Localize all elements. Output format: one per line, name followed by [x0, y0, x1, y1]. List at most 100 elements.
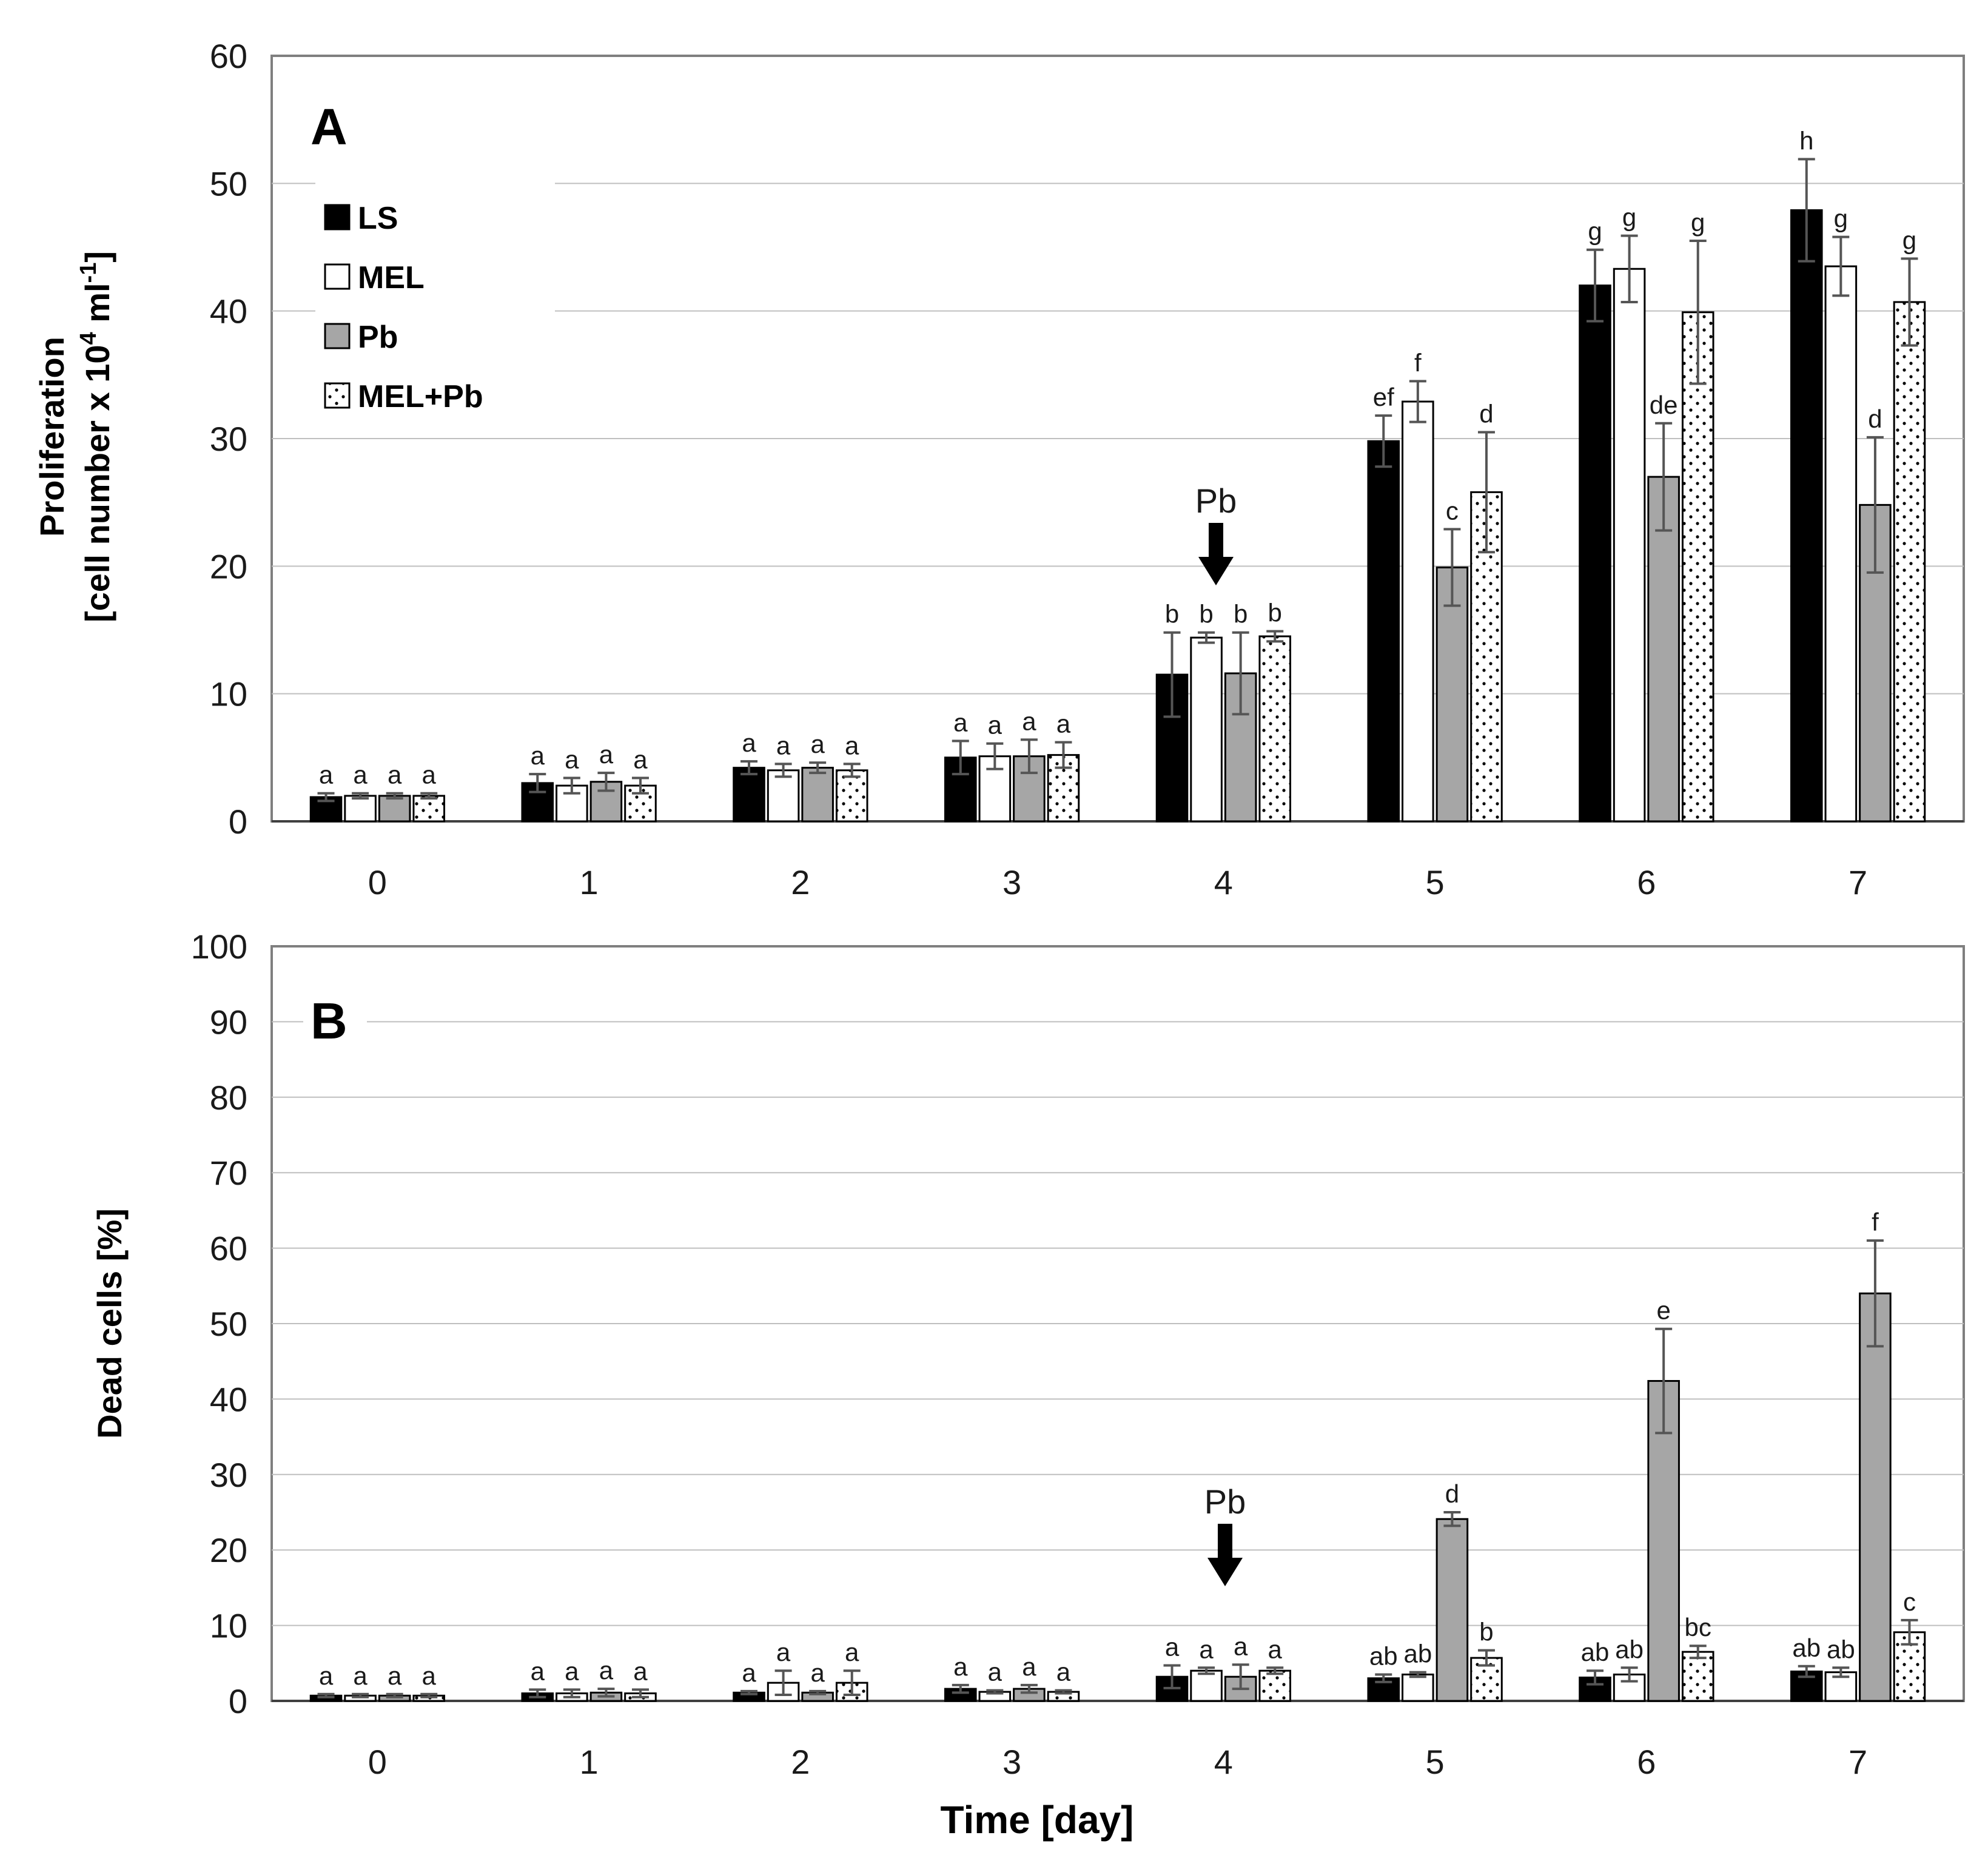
- y-tick-label: 40: [210, 1380, 247, 1418]
- significance-label: a: [599, 1656, 614, 1685]
- x-tick-label: 5: [1426, 863, 1445, 901]
- significance-label: b: [1165, 600, 1179, 628]
- panel-a-y-title-line2: [cell number x 104 ml-1]: [76, 251, 116, 622]
- significance-label: f: [1414, 348, 1422, 377]
- significance-label: a: [776, 1638, 791, 1666]
- significance-label: e: [1656, 1296, 1670, 1325]
- panel-a-y-title-line1: Proliferation: [33, 337, 71, 537]
- legend-label-mel-pb: MEL+Pb: [358, 379, 483, 414]
- y-tick-label: 50: [210, 164, 247, 203]
- bar-pb-day-0: [378, 795, 411, 823]
- bar-ls-day-6: [1579, 1676, 1611, 1702]
- bar-ls-day-4: [1155, 673, 1189, 823]
- y-tick-label: 70: [210, 1154, 247, 1192]
- x-tick-label: 4: [1214, 863, 1233, 901]
- legend-label-ls: LS: [358, 201, 398, 236]
- y-tick-label: 100: [191, 927, 247, 966]
- x-tick-label: 6: [1637, 1743, 1656, 1781]
- bar-mel-pb-day-6: [1681, 311, 1714, 823]
- bar-mel-pb-day-0: [412, 795, 446, 823]
- bar-ls-day-2: [733, 767, 765, 823]
- y-tick-label: 50: [210, 1305, 247, 1343]
- significance-label: a: [1022, 1652, 1036, 1681]
- down-arrow-icon: [1198, 523, 1234, 585]
- bar-mel-day-4: [1190, 1669, 1223, 1702]
- panel-a-letter: A: [311, 98, 348, 155]
- significance-label: a: [1268, 1635, 1283, 1663]
- significance-label: a: [988, 1658, 1002, 1686]
- bar-pb-day-2: [801, 767, 834, 823]
- significance-label: a: [565, 745, 579, 773]
- panel-b-letter-background: [303, 990, 367, 1051]
- significance-label: a: [388, 761, 402, 789]
- panel-a-x-ticks: 0 1 2 3 4 5 6 7: [368, 863, 1867, 901]
- significance-label: a: [633, 1657, 648, 1685]
- significance-label: g: [1691, 208, 1705, 237]
- legend-swatch-mel-pb: [324, 382, 351, 409]
- panel-b-pb-label: Pb: [1204, 1483, 1246, 1521]
- x-tick-label: 3: [1002, 863, 1021, 901]
- significance-label: g: [1902, 226, 1916, 254]
- significance-label: a: [319, 761, 334, 789]
- bar-ls-day-3: [944, 756, 977, 823]
- significance-label: ef: [1373, 383, 1394, 411]
- y-tick-label: 60: [210, 37, 247, 75]
- panel-b-x-ticks: 0 1 2 3 4 5 6 7: [368, 1743, 1867, 1781]
- y-tick-label: 0: [229, 803, 247, 841]
- significance-label: g: [1834, 204, 1848, 233]
- significance-label: a: [1056, 1658, 1071, 1686]
- y-tick-label: 20: [210, 1531, 247, 1569]
- x-tick-label: 3: [1002, 1743, 1021, 1781]
- significance-label: bc: [1685, 1613, 1711, 1641]
- legend-swatch-ls: [324, 204, 351, 231]
- panel-b-y-axis-title: Dead cells [%]: [90, 1208, 129, 1439]
- bar-ls-day-7: [1790, 209, 1823, 823]
- significance-label: a: [1234, 1632, 1248, 1660]
- significance-label: a: [422, 1661, 437, 1690]
- legend-item-mel: MEL: [324, 260, 425, 295]
- significance-label: a: [742, 1658, 756, 1687]
- significance-label: d: [1868, 405, 1882, 433]
- significance-label: g: [1588, 217, 1602, 246]
- y-tick-label: 80: [210, 1079, 247, 1117]
- bar-pb-day-6: [1647, 476, 1680, 823]
- bar-ls-day-6: [1579, 284, 1611, 823]
- y-tick-label: 30: [210, 420, 247, 458]
- significance-label: ab: [1615, 1635, 1644, 1663]
- significance-label: b: [1199, 600, 1213, 628]
- y-tick-label: 10: [210, 675, 247, 713]
- legend-background: [315, 182, 555, 431]
- significance-label: a: [776, 731, 791, 759]
- significance-label: a: [988, 711, 1002, 739]
- significance-label: ab: [1581, 1638, 1610, 1666]
- bar-mel-pb-day-6: [1681, 1651, 1714, 1702]
- significance-label: a: [422, 761, 437, 789]
- significance-label: c: [1446, 496, 1459, 525]
- significance-label: a: [953, 1652, 968, 1681]
- y-title-sup2: -1: [76, 263, 101, 283]
- x-tick-label: 1: [580, 1743, 599, 1781]
- y-tick-label: 10: [210, 1607, 247, 1645]
- bar-mel-day-4: [1190, 636, 1223, 823]
- significance-label: c: [1903, 1587, 1916, 1616]
- panel-b-gridlines: [272, 1021, 1964, 1626]
- legend-item-ls: LS: [324, 201, 398, 236]
- x-tick-label: 1: [580, 863, 599, 901]
- bar-mel-day-7: [1824, 265, 1858, 823]
- significance-label: a: [1199, 1635, 1214, 1663]
- bar-pb-day-5: [1436, 566, 1469, 823]
- significance-label: b: [1268, 599, 1282, 627]
- significance-label: a: [565, 1657, 579, 1685]
- y-title-mid: ml: [78, 283, 116, 332]
- bar-mel-day-5: [1402, 400, 1434, 823]
- significance-label: a: [810, 1658, 825, 1687]
- panel-a-pb-annotation: Pb: [1195, 482, 1237, 585]
- significance-label: b: [1234, 600, 1248, 628]
- y-tick-label: 60: [210, 1230, 247, 1268]
- significance-label: a: [319, 1661, 334, 1690]
- legend-swatch-mel: [324, 263, 351, 290]
- bar-mel-pb-day-4: [1258, 1669, 1292, 1702]
